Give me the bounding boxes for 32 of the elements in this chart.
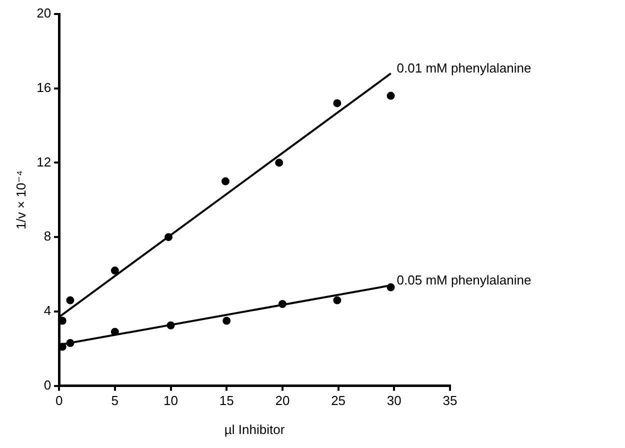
y-tick-label: 8 bbox=[44, 228, 52, 244]
y-tick-label: 20 bbox=[36, 6, 52, 21]
point bbox=[110, 266, 119, 275]
point bbox=[278, 300, 286, 308]
x-tick-label: 10 bbox=[164, 393, 178, 408]
point bbox=[221, 177, 230, 186]
point bbox=[333, 296, 342, 304]
x-tick-label: 15 bbox=[219, 393, 234, 408]
x-tick-label: 25 bbox=[331, 393, 346, 408]
x-tick-label: 20 bbox=[275, 393, 290, 408]
y-tick-label: 4 bbox=[44, 303, 52, 318]
point bbox=[386, 92, 395, 100]
x-tick-label: 35 bbox=[442, 393, 458, 408]
x-tick-label: 0 bbox=[55, 393, 63, 408]
point bbox=[164, 233, 173, 242]
point bbox=[386, 283, 395, 292]
series-label: 0.01 mM phenylalanine bbox=[396, 60, 532, 76]
x-tick-label: 5 bbox=[111, 393, 119, 408]
series-label: 0.05 mM phenylalanine bbox=[396, 272, 532, 288]
y-tick-label: 0 bbox=[44, 377, 52, 392]
point bbox=[333, 99, 342, 108]
x-axis-title: µl Inhibitor bbox=[224, 422, 286, 437]
y-tick-label: 16 bbox=[36, 80, 52, 95]
point bbox=[166, 321, 175, 330]
y-tick-label: 12 bbox=[36, 154, 52, 170]
point bbox=[66, 296, 74, 304]
x-tick-label: 30 bbox=[386, 393, 402, 408]
point bbox=[66, 339, 74, 348]
point bbox=[275, 158, 284, 167]
point bbox=[110, 328, 119, 336]
point bbox=[222, 316, 231, 325]
y-axis-title: 1/v × 10⁻⁴ bbox=[13, 170, 28, 230]
